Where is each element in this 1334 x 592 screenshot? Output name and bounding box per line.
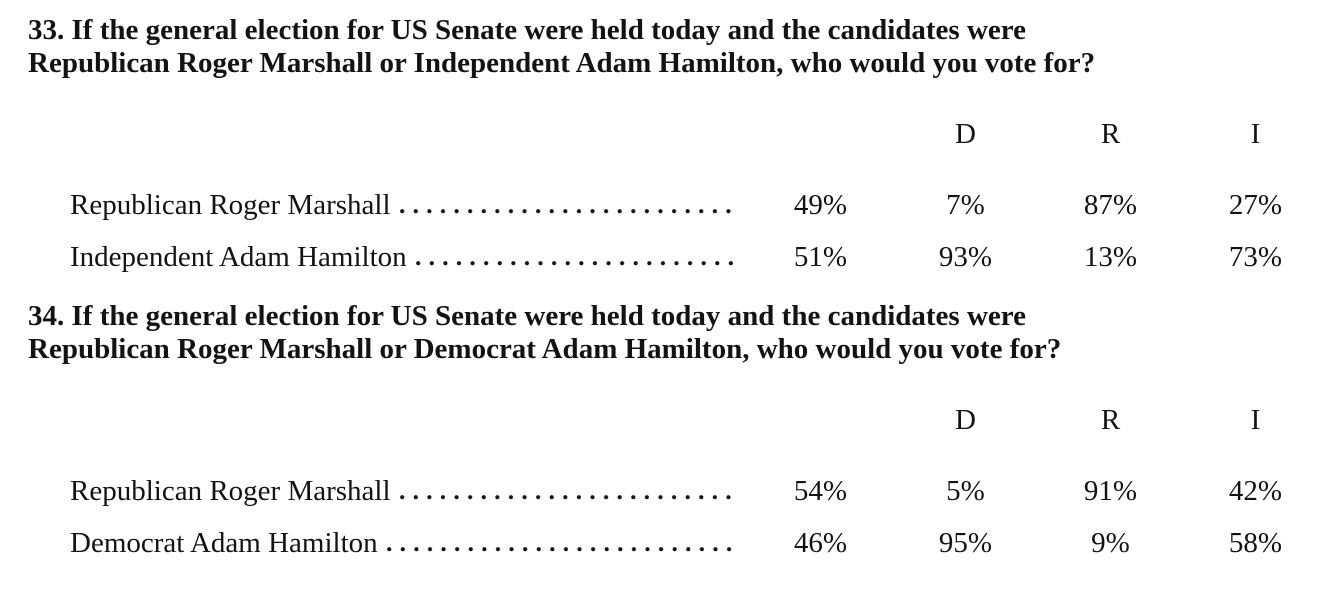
independent-value: 73%	[1228, 241, 1283, 273]
question-34-heading-line2: Republican Roger Marshall or Democrat Ad…	[28, 333, 1062, 365]
republican-value: 91%	[1083, 475, 1138, 507]
dot-leader	[415, 261, 738, 266]
democrat-value: 7%	[946, 189, 985, 221]
question-33-section: 33. If the general election for US Senat…	[28, 14, 1334, 283]
question-34-header-row: D R I	[70, 404, 1328, 437]
republican-value: 13%	[1083, 241, 1138, 273]
dot-leader	[386, 547, 738, 552]
total-value: 46%	[793, 527, 848, 559]
question-33-heading-line2: Republican Roger Marshall or Independent…	[28, 47, 1096, 79]
republican-value: 87%	[1083, 189, 1138, 221]
question-34-table: D R I Republican Roger Marshall 54% 5% 9…	[70, 404, 1328, 569]
question-33-heading-line1: 33. If the general election for US Senat…	[28, 14, 1026, 46]
total-value: 51%	[793, 241, 848, 273]
candidate-label: Independent Adam Hamilton	[70, 241, 407, 273]
column-header-independent: I	[1250, 118, 1261, 150]
question-33-header-row: D R I	[70, 118, 1328, 151]
independent-value: 42%	[1228, 475, 1283, 507]
column-header-independent: I	[1250, 404, 1261, 436]
independent-value: 58%	[1228, 527, 1283, 559]
question-33-table: D R I Republican Roger Marshall 49% 7% 8…	[70, 118, 1328, 283]
table-row-marshall: Republican Roger Marshall 49% 7% 87% 27%	[70, 179, 1328, 231]
question-33-heading: 33. If the general election for US Senat…	[28, 14, 1334, 80]
democrat-value: 93%	[938, 241, 993, 273]
democrat-value: 95%	[938, 527, 993, 559]
dot-leader	[399, 209, 738, 214]
dot-leader	[399, 495, 738, 500]
column-header-democrat: D	[955, 404, 976, 436]
candidate-label: Republican Roger Marshall	[70, 189, 391, 221]
column-header-republican: R	[1100, 404, 1121, 436]
democrat-value: 5%	[946, 475, 985, 507]
candidate-label: Democrat Adam Hamilton	[70, 527, 378, 559]
total-value: 54%	[793, 475, 848, 507]
table-row-hamilton: Democrat Adam Hamilton 46% 95% 9% 58%	[70, 517, 1328, 569]
candidate-label: Republican Roger Marshall	[70, 475, 391, 507]
question-34-section: 34. If the general election for US Senat…	[28, 300, 1334, 569]
column-header-democrat: D	[955, 118, 976, 150]
table-row-marshall: Republican Roger Marshall 54% 5% 91% 42%	[70, 465, 1328, 517]
table-row-hamilton: Independent Adam Hamilton 51% 93% 13% 73…	[70, 231, 1328, 283]
question-34-heading-line1: 34. If the general election for US Senat…	[28, 300, 1026, 332]
column-header-republican: R	[1100, 118, 1121, 150]
question-34-heading: 34. If the general election for US Senat…	[28, 300, 1334, 366]
independent-value: 27%	[1228, 189, 1283, 221]
republican-value: 9%	[1091, 527, 1130, 559]
total-value: 49%	[793, 189, 848, 221]
